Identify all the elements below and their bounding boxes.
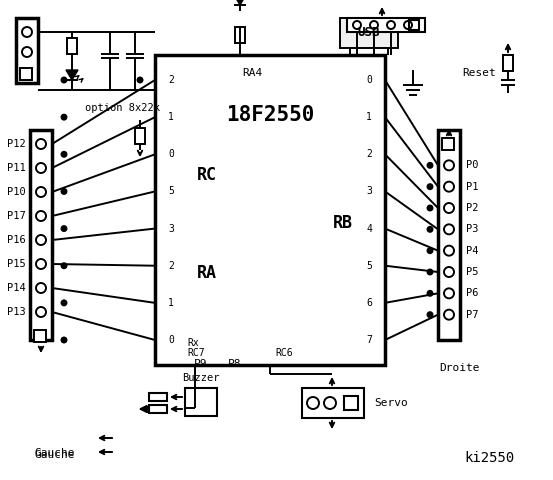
Text: P7: P7	[466, 310, 478, 320]
Bar	[16, 18, 38, 83]
Text: RC6: RC6	[275, 348, 293, 358]
Text: 5: 5	[366, 261, 372, 271]
Text: 2: 2	[168, 75, 174, 85]
Text: USB: USB	[358, 26, 380, 39]
Text: P0: P0	[466, 160, 478, 170]
Text: P14: P14	[7, 283, 26, 293]
Text: P4: P4	[466, 246, 478, 256]
Bar	[438, 130, 460, 340]
Text: ki2550: ki2550	[465, 451, 515, 465]
Bar	[185, 388, 217, 416]
Text: P11: P11	[7, 163, 26, 173]
Text: 18F2550: 18F2550	[226, 105, 314, 125]
Text: P2: P2	[466, 203, 478, 213]
Text: P15: P15	[7, 259, 26, 269]
Text: 6: 6	[366, 298, 372, 308]
Text: P1: P1	[466, 181, 478, 192]
Text: RA: RA	[197, 264, 217, 282]
Text: Droite: Droite	[440, 363, 480, 373]
Text: 0: 0	[168, 335, 174, 345]
Circle shape	[61, 115, 66, 120]
Text: P10: P10	[7, 187, 26, 197]
Bar	[30, 130, 52, 340]
Text: RA4: RA4	[242, 68, 262, 78]
Text: P6: P6	[466, 288, 478, 299]
Bar	[149, 405, 167, 413]
Text: Gauche: Gauche	[35, 450, 75, 460]
Text: 7: 7	[366, 335, 372, 345]
Circle shape	[61, 152, 66, 157]
Text: 2: 2	[168, 261, 174, 271]
Text: P3: P3	[466, 224, 478, 234]
Text: 0: 0	[366, 75, 372, 85]
Text: 3: 3	[366, 186, 372, 196]
Text: 1: 1	[366, 112, 372, 122]
Bar	[347, 18, 425, 32]
Circle shape	[61, 337, 66, 343]
Polygon shape	[140, 406, 147, 412]
Text: P17: P17	[7, 211, 26, 221]
Circle shape	[61, 263, 66, 268]
Bar	[149, 393, 167, 401]
Text: option 8x22k: option 8x22k	[85, 103, 160, 113]
Circle shape	[61, 189, 66, 194]
Bar	[20, 68, 32, 80]
Circle shape	[61, 226, 66, 231]
Text: P5: P5	[466, 267, 478, 277]
Bar	[235, 27, 245, 43]
Bar	[67, 38, 77, 54]
Text: Servo: Servo	[374, 398, 408, 408]
Bar	[503, 55, 513, 71]
Text: RC7: RC7	[187, 348, 205, 358]
Circle shape	[427, 312, 432, 317]
Circle shape	[61, 77, 66, 83]
Text: P12: P12	[7, 139, 26, 149]
Text: RC: RC	[197, 166, 217, 184]
Text: Reset: Reset	[462, 68, 496, 78]
Text: 3: 3	[168, 224, 174, 234]
Circle shape	[427, 248, 432, 253]
Bar	[409, 20, 419, 30]
Bar	[340, 18, 398, 48]
Text: 5: 5	[168, 186, 174, 196]
Bar	[344, 396, 358, 410]
Text: RB: RB	[333, 214, 353, 232]
Circle shape	[138, 77, 143, 83]
Bar	[302, 388, 364, 418]
Circle shape	[427, 227, 432, 232]
Text: Buzzer: Buzzer	[182, 373, 220, 383]
Text: P16: P16	[7, 235, 26, 245]
Text: 1: 1	[168, 112, 174, 122]
Bar	[442, 138, 454, 150]
Text: P8: P8	[228, 359, 242, 369]
Text: Gauche: Gauche	[35, 448, 75, 458]
Text: 4: 4	[366, 224, 372, 234]
Bar	[155, 55, 385, 365]
Text: 1: 1	[168, 298, 174, 308]
Bar	[135, 128, 145, 144]
Text: P13: P13	[7, 307, 26, 317]
Circle shape	[61, 300, 66, 305]
Circle shape	[427, 205, 432, 211]
Bar	[34, 330, 46, 342]
Circle shape	[427, 291, 432, 296]
Circle shape	[427, 163, 432, 168]
Polygon shape	[66, 70, 78, 80]
Text: Rx: Rx	[187, 338, 199, 348]
Circle shape	[427, 269, 432, 275]
Polygon shape	[234, 0, 246, 5]
Text: P9: P9	[194, 359, 208, 369]
Text: 2: 2	[366, 149, 372, 159]
Text: 0: 0	[168, 149, 174, 159]
Circle shape	[427, 184, 432, 189]
